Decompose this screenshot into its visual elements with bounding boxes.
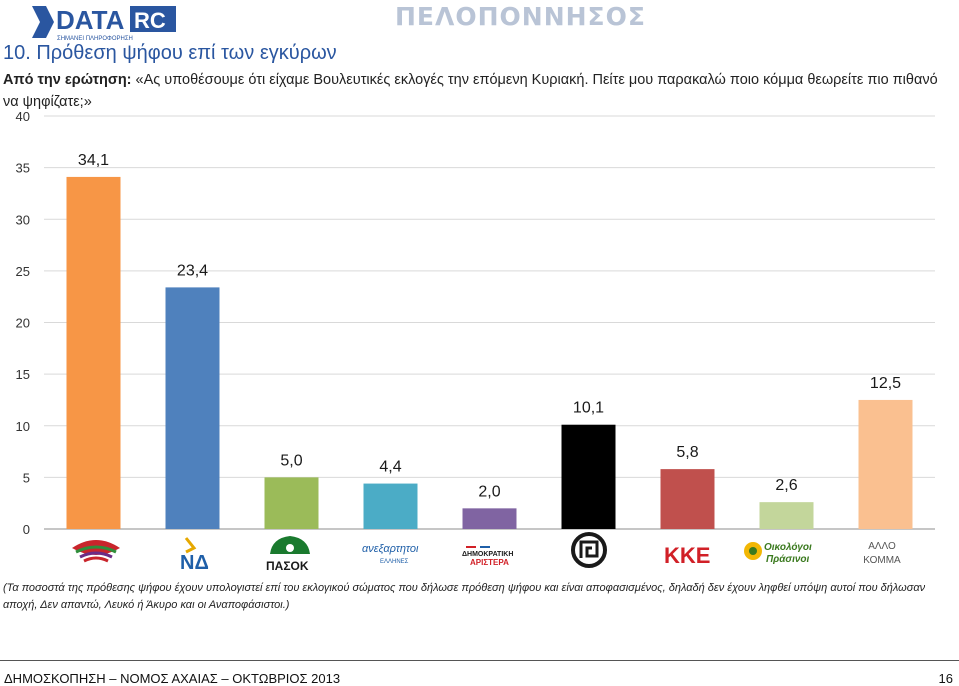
anel-logo: ανεξαρτητοι ΕΛΛΗΝΕΣ	[362, 543, 419, 565]
meander-emblem-icon	[571, 532, 607, 568]
pasok-label: ΠΑΣΟΚ	[266, 559, 309, 573]
pasok-logo: ΠΑΣΟΚ	[266, 536, 310, 573]
allo-label-1: ΑΛΛΟ	[868, 541, 896, 552]
footer-text: ΔΗΜΟΣΚΟΠΗΣΗ – ΝΟΜΟΣ ΑΧΑΙΑΣ – ΟΚΤΩΒΡΙΟΣ 2…	[4, 671, 341, 686]
oikologoi-label-2: Πράσινοι	[766, 554, 810, 565]
syriza-logo	[72, 540, 120, 563]
nd-logo: ΝΔ	[180, 537, 209, 574]
bar-value-label: 2,6	[775, 477, 797, 494]
kke-label: ΚΚΕ	[664, 543, 710, 568]
footnote: (Τα ποσοστά της πρόθεσης ψήφου έχουν υπο…	[3, 582, 926, 611]
nd-label: ΝΔ	[180, 552, 209, 574]
brand-rc: RC	[134, 8, 166, 33]
question-text: Από την ερώτηση: «Ας υποθέσουμε ότι είχα…	[3, 69, 953, 113]
dimar-label-1: ΔΗΜΟΚΡΑΤΙΚΗ	[462, 551, 513, 558]
question-label: Από την ερώτηση:	[3, 72, 132, 88]
vote-intention-chart: 0 5 10 15 20 25 30 35 40 34,1 23,4 5,0 4,4 2,0 10,1 5,…	[16, 109, 935, 574]
bar-value-label: 4,4	[379, 459, 401, 476]
bar	[561, 424, 616, 529]
y-tick-label: 35	[16, 161, 30, 176]
y-tick-label: 10	[16, 419, 30, 434]
bar	[165, 287, 220, 529]
region-title: ΠΕΛΟΠΟΝΝΗΣΟΣ	[395, 2, 646, 31]
question-body: «Ας υποθέσουμε ότι είχαμε Βουλευτικές εκ…	[3, 72, 938, 110]
bar-value-label: 34,1	[78, 152, 109, 169]
allo-label-2: ΚΟΜΜΑ	[863, 555, 901, 566]
bar-value-label: 5,8	[676, 444, 698, 461]
anel-label: ανεξαρτητοι	[362, 543, 419, 555]
bar-value-label: 5,0	[280, 452, 302, 469]
y-tick-label: 0	[23, 522, 30, 537]
logo-mark-icon	[32, 6, 54, 38]
bar-value-label: 10,1	[573, 400, 604, 417]
bar	[858, 399, 913, 529]
y-tick-label: 25	[16, 264, 30, 279]
footer: ΔΗΜΟΣΚΟΠΗΣΗ – ΝΟΜΟΣ ΑΧΑΙΑΣ – ΟΚΤΩΒΡΙΟΣ 2…	[0, 660, 959, 686]
oikologoi-label-1: Οικολόγοι	[764, 542, 812, 553]
brand-tagline: ΣΗΜΑΝΕΙ ΠΛΗΡΟΦΟΡΗΣΗ	[57, 36, 133, 42]
bar	[660, 469, 715, 529]
anel-sublabel: ΕΛΛΗΝΕΣ	[380, 559, 409, 565]
kke-logo: ΚΚΕ	[663, 540, 711, 568]
bar	[759, 502, 814, 529]
bar	[462, 508, 517, 529]
y-tick-label: 5	[23, 470, 30, 485]
dimar-logo: ΔΗΜΟΚΡΑΤΙΚΗ ΑΡΙΣΤΕΡΑ	[462, 546, 513, 567]
datarc-logo: DATA RC ΣΗΜΑΝΕΙ ΠΛΗΡΟΦΟΡΗΣΗ	[32, 5, 176, 42]
y-tick-label: 40	[16, 109, 30, 124]
y-tick-label: 20	[16, 316, 30, 331]
bar	[66, 176, 121, 530]
oikologoi-logo: Οικολόγοι Πράσινοι	[744, 542, 812, 565]
allo-komma-label: ΑΛΛΟ ΚΟΜΜΑ	[863, 541, 901, 566]
y-tick-label: 30	[16, 212, 30, 227]
y-tick-label: 15	[16, 367, 30, 382]
question-title: 10. Πρόθεση ψήφου επί των εγκύρων	[3, 42, 337, 64]
party-logos: ΝΔ ΠΑΣΟΚ ανεξαρτητοι ΕΛΛΗΝΕΣ ΔΗΜΟΚΡΑΤΙΚΗ…	[72, 532, 901, 574]
page-number: 16	[938, 671, 953, 686]
brand-main: DATA	[56, 5, 125, 35]
bar-value-label: 12,5	[870, 375, 901, 392]
bar	[363, 483, 418, 529]
dimar-label-2: ΑΡΙΣΤΕΡΑ	[470, 558, 509, 567]
bar-value-label: 2,0	[478, 483, 500, 500]
bar	[264, 477, 319, 529]
bar-value-label: 23,4	[177, 262, 208, 279]
